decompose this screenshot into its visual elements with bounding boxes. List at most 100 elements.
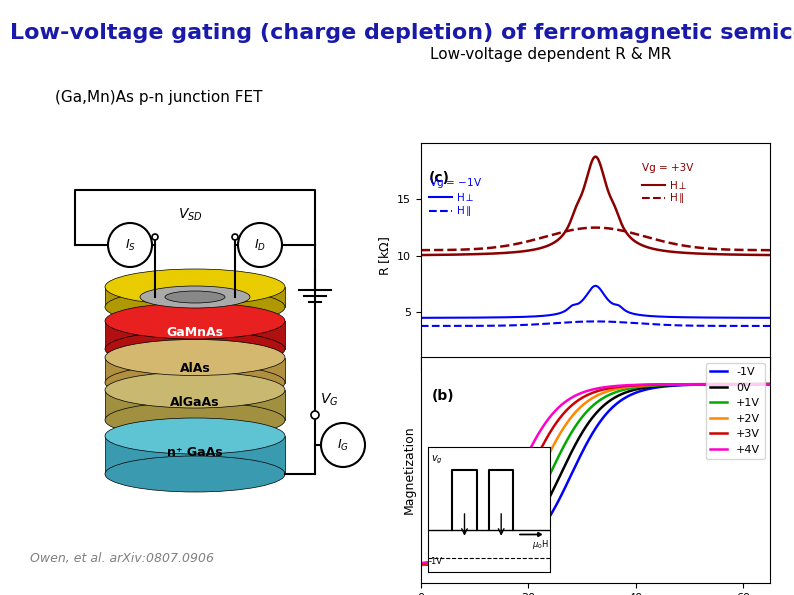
Line: 0V: 0V	[421, 384, 770, 565]
X-axis label: $\mu_0$H [T]: $\mu_0$H [T]	[572, 394, 619, 411]
0V	[656, 382, 665, 389]
+2V	[695, 381, 704, 388]
+1V	[695, 381, 704, 388]
+4V	[452, 552, 461, 559]
Ellipse shape	[105, 331, 285, 367]
-1V	[570, 464, 580, 471]
Text: H$\perp$: H$\perp$	[669, 178, 688, 190]
Text: (c): (c)	[429, 171, 449, 185]
+4V	[557, 401, 567, 408]
Circle shape	[152, 234, 158, 240]
Line: -1V: -1V	[421, 384, 770, 565]
Ellipse shape	[165, 291, 225, 303]
Polygon shape	[105, 321, 285, 349]
+3V	[452, 555, 461, 562]
Text: (Ga,Mn)As p-n junction FET: (Ga,Mn)As p-n junction FET	[55, 90, 263, 105]
Ellipse shape	[105, 402, 285, 438]
+2V	[656, 381, 665, 389]
Ellipse shape	[105, 365, 285, 400]
Ellipse shape	[105, 340, 285, 375]
+2V	[688, 381, 698, 388]
-1V	[452, 560, 461, 568]
Text: AlAs: AlAs	[179, 362, 210, 374]
Legend: -1V, 0V, +1V, +2V, +3V, +4V: -1V, 0V, +1V, +2V, +3V, +4V	[706, 362, 765, 459]
0V	[765, 381, 775, 388]
Circle shape	[321, 423, 365, 467]
+1V	[557, 446, 567, 453]
Circle shape	[108, 223, 152, 267]
Polygon shape	[105, 287, 285, 307]
Text: AlGaAs: AlGaAs	[170, 396, 220, 409]
+1V	[452, 559, 461, 566]
+4V	[570, 393, 580, 400]
Text: $I_G$: $I_G$	[337, 437, 349, 453]
+4V	[416, 559, 426, 566]
0V	[695, 381, 704, 388]
+4V	[695, 381, 704, 388]
+4V	[656, 381, 665, 388]
0V	[416, 561, 426, 568]
Line: +4V: +4V	[421, 384, 770, 563]
Line: +2V: +2V	[421, 384, 770, 564]
+1V	[765, 381, 775, 388]
Text: GaMnAs: GaMnAs	[167, 327, 223, 340]
Text: $V_{SD}$: $V_{SD}$	[178, 207, 202, 223]
+1V	[416, 561, 426, 568]
Circle shape	[311, 411, 319, 419]
+1V	[656, 381, 665, 389]
+3V	[688, 381, 698, 388]
Ellipse shape	[105, 418, 285, 454]
0V	[570, 442, 580, 449]
Text: Vg = $-$1V: Vg = $-$1V	[429, 176, 482, 190]
Text: (b): (b)	[432, 389, 454, 403]
-1V	[695, 381, 704, 388]
Text: n⁺ GaAs: n⁺ GaAs	[168, 446, 223, 459]
+1V	[570, 424, 580, 431]
+3V	[416, 560, 426, 568]
Circle shape	[232, 234, 238, 240]
Text: H$\parallel$: H$\parallel$	[669, 191, 685, 205]
+2V	[557, 427, 567, 434]
+2V	[570, 409, 580, 416]
Polygon shape	[105, 436, 285, 474]
-1V	[765, 381, 775, 388]
Circle shape	[238, 223, 282, 267]
-1V	[416, 561, 426, 568]
+2V	[416, 560, 426, 568]
+2V	[765, 381, 775, 388]
0V	[557, 468, 567, 475]
Line: +1V: +1V	[421, 384, 770, 565]
+3V	[765, 381, 775, 388]
0V	[688, 381, 698, 388]
+2V	[452, 558, 461, 565]
+4V	[688, 381, 698, 388]
-1V	[688, 381, 698, 389]
Ellipse shape	[105, 303, 285, 339]
+3V	[557, 412, 567, 419]
+1V	[688, 381, 698, 388]
Polygon shape	[105, 358, 285, 383]
+4V	[765, 381, 775, 388]
+3V	[656, 381, 665, 388]
Line: +3V: +3V	[421, 384, 770, 564]
Text: Switching by short low-voltage pulses: Switching by short low-voltage pulses	[430, 293, 719, 308]
Text: $I_D$: $I_D$	[254, 237, 266, 252]
Text: $I_S$: $I_S$	[125, 237, 136, 252]
-1V	[656, 383, 665, 390]
Text: H$\perp$: H$\perp$	[456, 191, 474, 203]
Ellipse shape	[140, 286, 250, 308]
Polygon shape	[105, 390, 285, 420]
Text: Vg = +3V: Vg = +3V	[642, 163, 693, 173]
Text: Owen, et al. arXiv:0807.0906: Owen, et al. arXiv:0807.0906	[30, 552, 214, 565]
Y-axis label: R [k$\Omega$]: R [k$\Omega$]	[376, 236, 391, 276]
+3V	[695, 381, 704, 388]
+3V	[570, 399, 580, 406]
Ellipse shape	[105, 289, 285, 325]
Ellipse shape	[105, 456, 285, 492]
Text: Low-voltage dependent R & MR: Low-voltage dependent R & MR	[430, 47, 672, 62]
Text: $V_G$: $V_G$	[320, 392, 338, 408]
Ellipse shape	[105, 269, 285, 305]
-1V	[557, 490, 567, 497]
Y-axis label: Magnetization: Magnetization	[403, 426, 415, 514]
Ellipse shape	[105, 372, 285, 408]
